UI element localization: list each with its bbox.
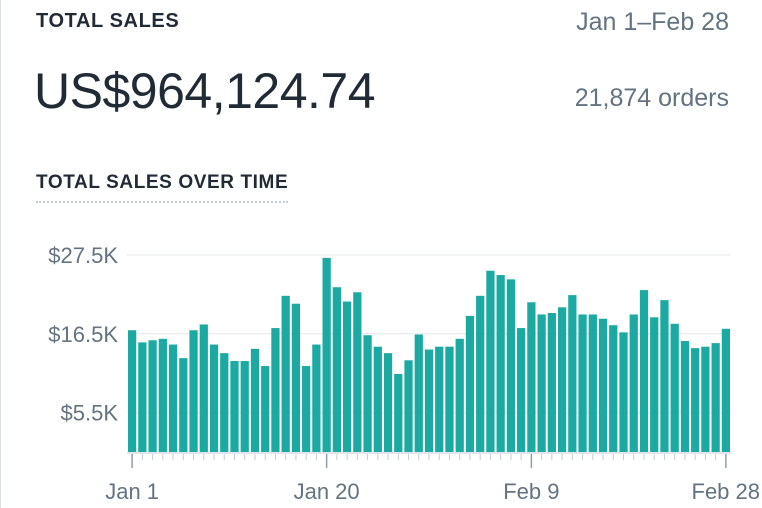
bar[interactable]: Jan 19 xyxy=(312,344,321,452)
bar[interactable]: Jan 1 xyxy=(128,330,137,452)
bar[interactable]: Feb 20 xyxy=(639,290,649,452)
date-range: Jan 1–Feb 28 xyxy=(576,8,729,36)
bar[interactable]: Feb 7 xyxy=(506,279,516,452)
bar[interactable]: Jan 9 xyxy=(209,344,219,452)
bar[interactable]: Jan 11 xyxy=(230,361,239,452)
bar[interactable]: Feb 5 xyxy=(486,270,495,452)
bar[interactable]: Jan 21 xyxy=(332,287,341,452)
bar[interactable]: Jan 27 xyxy=(394,373,403,452)
x-axis: Jan 1 Jan 20 Feb 9 Feb 28 xyxy=(105,452,761,504)
bar[interactable]: Feb 17 xyxy=(609,325,618,452)
bar[interactable]: Jan 30 xyxy=(424,349,434,452)
chart-title[interactable]: TOTAL SALES OVER TIME xyxy=(36,172,289,203)
bar[interactable]: Jan 18 xyxy=(302,366,311,452)
order-count: 21,874 orders xyxy=(574,84,729,112)
bar[interactable]: Jan 4 xyxy=(158,338,167,452)
bar[interactable]: Feb 3 xyxy=(465,315,475,452)
bar[interactable]: Feb 11 xyxy=(547,313,556,452)
bar[interactable]: Feb 8 xyxy=(517,328,526,452)
bar[interactable]: Jan 14 xyxy=(261,366,270,452)
bar[interactable]: Feb 15 xyxy=(588,314,597,452)
bar[interactable]: Feb 18 xyxy=(619,332,628,452)
bar[interactable]: Feb 22 xyxy=(660,300,669,452)
bar[interactable]: Feb 4 xyxy=(476,295,485,452)
y-axis-ticks: $5.5K $16.5K $27.5K xyxy=(48,243,118,426)
x-tick-label: Feb 28 xyxy=(692,479,761,504)
card-left-border xyxy=(0,0,1,508)
x-tick-label: Feb 9 xyxy=(503,479,559,504)
bar[interactable]: Feb 14 xyxy=(578,314,587,452)
bar[interactable]: Feb 25 xyxy=(691,348,700,452)
bar[interactable]: Jan 20 xyxy=(322,257,331,452)
bar[interactable]: Feb 10 xyxy=(537,314,546,452)
bar[interactable]: Jan 2 xyxy=(138,342,147,452)
bar[interactable]: Feb 28 xyxy=(721,328,730,452)
x-tick-label: Jan 1 xyxy=(105,479,159,504)
bar[interactable]: Feb 1 xyxy=(445,346,454,452)
total-sales-value: US$964,124.74 xyxy=(34,63,376,119)
bar[interactable]: Jan 3 xyxy=(148,340,157,452)
bar[interactable]: Feb 16 xyxy=(598,318,608,452)
bar[interactable]: Feb 21 xyxy=(650,317,659,452)
bar[interactable]: Jan 31 xyxy=(435,346,444,452)
y-tick-label: $27.5K xyxy=(48,243,118,268)
bar[interactable]: Jan 6 xyxy=(179,358,188,452)
bar[interactable]: Feb 23 xyxy=(670,323,679,452)
y-tick-label: $5.5K xyxy=(61,401,119,426)
bar[interactable]: Feb 19 xyxy=(629,314,638,452)
bar[interactable]: Jan 28 xyxy=(404,360,413,452)
bar[interactable]: Jan 24 xyxy=(363,335,372,452)
bar[interactable]: Jan 12 xyxy=(240,361,249,452)
bar[interactable]: Feb 2 xyxy=(455,338,464,452)
bar[interactable]: Feb 26 xyxy=(701,346,710,452)
bar[interactable]: Jan 25 xyxy=(373,346,382,452)
bar[interactable]: Feb 12 xyxy=(557,307,567,452)
x-tick-label: Jan 20 xyxy=(294,479,360,504)
bar[interactable]: Jan 23 xyxy=(353,292,362,452)
bar[interactable]: Jan 26 xyxy=(383,353,393,452)
bar[interactable]: Feb 6 xyxy=(496,275,505,452)
bar[interactable]: Jan 10 xyxy=(220,353,229,452)
bar[interactable]: Jan 7 xyxy=(189,330,198,452)
bar[interactable]: Feb 27 xyxy=(711,343,720,452)
bar[interactable]: Feb 24 xyxy=(680,340,690,452)
bar[interactable]: Jan 8 xyxy=(199,324,208,452)
bar[interactable]: Feb 13 xyxy=(568,295,577,452)
card-title: TOTAL SALES xyxy=(36,10,180,32)
bar[interactable]: Jan 17 xyxy=(291,303,301,452)
bar[interactable]: Jan 15 xyxy=(271,328,280,452)
bar[interactable]: Jan 16 xyxy=(281,295,290,452)
bar[interactable]: Feb 9 xyxy=(527,302,536,452)
bar[interactable]: Jan 29 xyxy=(414,334,423,452)
bar[interactable]: Jan 5 xyxy=(168,344,178,452)
y-tick-label: $16.5K xyxy=(48,322,118,347)
bar[interactable]: Jan 13 xyxy=(250,348,260,452)
bar[interactable]: Jan 22 xyxy=(342,301,352,452)
